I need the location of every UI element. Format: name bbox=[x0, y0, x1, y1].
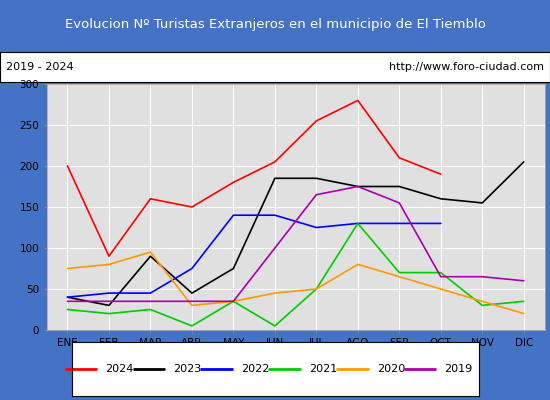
Text: 2019: 2019 bbox=[444, 364, 473, 374]
Text: 2023: 2023 bbox=[173, 364, 201, 374]
Text: 2021: 2021 bbox=[309, 364, 337, 374]
Text: 2022: 2022 bbox=[241, 364, 270, 374]
Text: Evolucion Nº Turistas Extranjeros en el municipio de El Tiemblo: Evolucion Nº Turistas Extranjeros en el … bbox=[64, 18, 486, 32]
Text: 2024: 2024 bbox=[106, 364, 134, 374]
Text: http://www.foro-ciudad.com: http://www.foro-ciudad.com bbox=[389, 62, 544, 72]
Text: 2020: 2020 bbox=[377, 364, 405, 374]
Text: 2019 - 2024: 2019 - 2024 bbox=[6, 62, 73, 72]
